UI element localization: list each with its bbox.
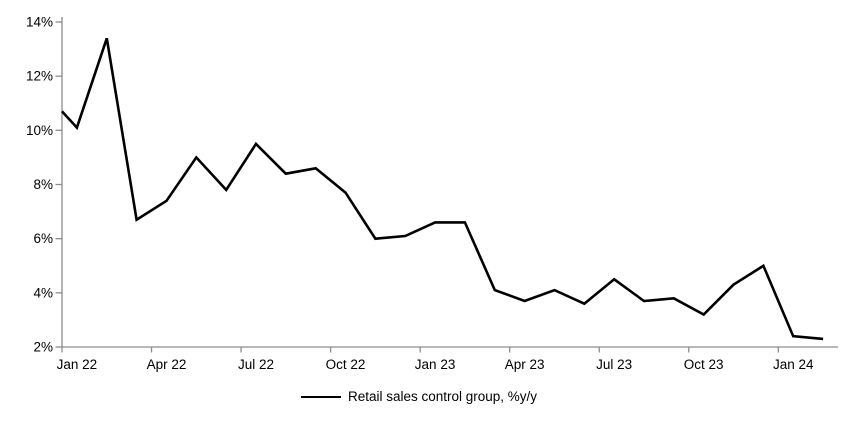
x-tick-label: Apr 23 <box>505 357 545 372</box>
legend-line-sample <box>300 395 341 398</box>
y-tick-label: 6% <box>33 231 53 246</box>
x-tick-label: Jul 22 <box>238 357 274 372</box>
y-tick-label: 12% <box>26 69 53 84</box>
x-tick-label: Jan 22 <box>57 357 98 372</box>
y-tick-label: 10% <box>26 123 53 138</box>
x-tick-label: Jan 24 <box>773 357 814 372</box>
chart-legend: Retail sales control group, %y/y <box>0 389 845 404</box>
y-tick-label: 4% <box>33 285 53 300</box>
series-line-retail-sales-control-group <box>61 37 824 341</box>
x-tick-label: Oct 23 <box>684 357 724 372</box>
x-tick-label: Oct 22 <box>326 357 366 372</box>
legend-label: Retail sales control group, %y/y <box>347 389 538 404</box>
x-tick-label: Jul 23 <box>596 357 632 372</box>
y-tick-label: 8% <box>33 177 53 192</box>
y-tick-label: 2% <box>33 340 53 355</box>
y-tick-label: 14% <box>26 15 53 30</box>
x-tick-label: Apr 22 <box>147 357 187 372</box>
x-tick-label: Jan 23 <box>415 357 456 372</box>
